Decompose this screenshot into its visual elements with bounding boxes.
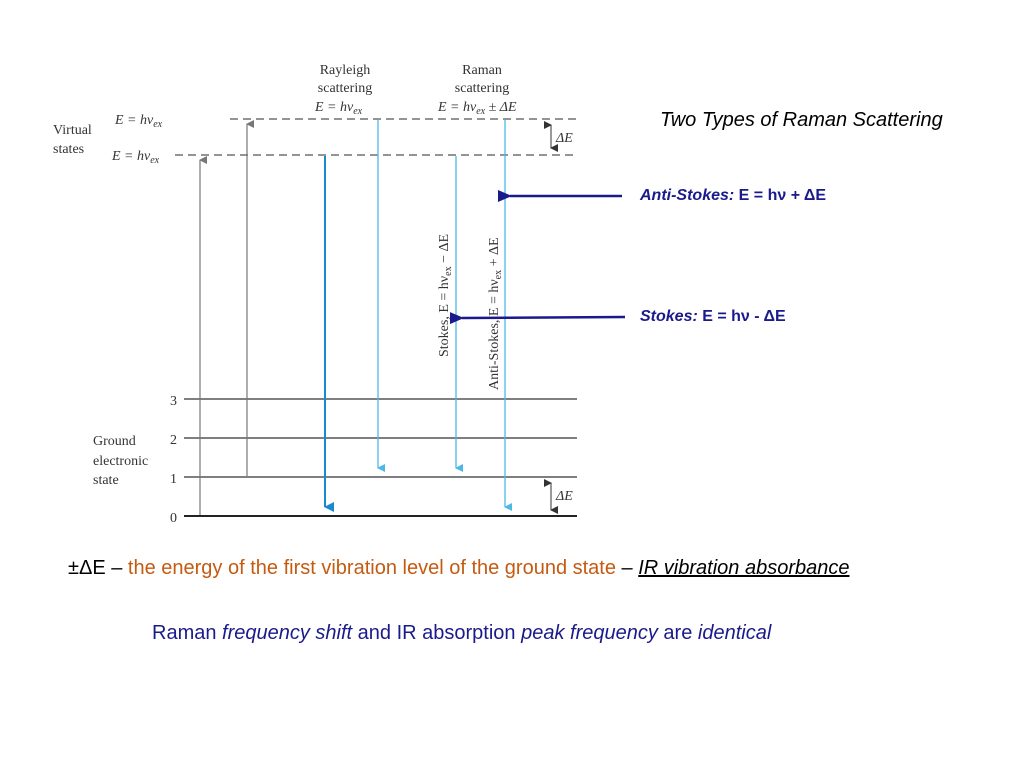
virtual-states-label-line2: states [53,142,84,157]
raman-ir-note-a: Raman [152,622,223,644]
slide-title: Two Types of Raman Scattering [660,109,943,131]
stokes-annotation: Stokes: E = hν - ΔE [640,308,786,326]
raman-ir-note-b: frequency shift [222,622,353,644]
level-number-1: 1 [170,472,177,487]
stokes-pointer-arrow [449,312,626,325]
ground-state-label-line2: electronic [93,454,148,469]
delta-e-top-label: ΔE [555,131,573,146]
raman-ir-note-e: are [657,622,698,644]
delta-e-note-ir: IR vibration absorbance [638,557,850,579]
stokes-annotation-label: Stokes: [640,308,698,325]
level-number-2: 2 [170,433,177,448]
energy-label-lower: E = hνex [111,149,160,166]
header-rayleigh-line1: Rayleigh [320,63,371,78]
raman-ir-note: Raman frequency shift and IR absorption … [152,622,771,645]
anti-stokes-annotation: Anti-Stokes: E = hν + ΔE [640,187,826,205]
anti-stokes-annotation-formula: E = hν + ΔE [734,187,827,204]
delta-e-bottom-label: ΔE [555,489,573,504]
ground-state-label-line3: state [93,473,119,488]
virtual-states-label-line1: Virtual [53,123,92,138]
raman-ir-note-f: identical [697,622,772,644]
level-number-0: 0 [170,511,177,526]
delta-e-note-prefix: ±ΔE – [68,557,128,579]
level-number-3: 3 [170,394,177,409]
delta-e-note-dash: – [616,557,639,579]
ground-state-label-line1: Ground [93,434,136,449]
header-rayleigh-formula: E = hνex [314,100,363,117]
raman-ir-note-d: peak frequency [521,622,658,644]
antistokes-vertical-label: Anti-Stokes, E = hνex + ΔE [487,237,504,390]
stokes-annotation-formula: E = hν - ΔE [697,308,786,325]
delta-e-note-definition: the energy of the first vibration level … [127,557,616,579]
header-rayleigh-line2: scattering [318,81,372,96]
stokes-vertical-label: Stokes, E = hνex − ΔE [437,234,454,357]
header-raman-line2: scattering [455,81,509,96]
anti-stokes-annotation-label: Anti-Stokes: [640,187,735,204]
raman-ir-note-c: and IR absorption [352,622,522,644]
header-raman-line1: Raman [462,63,502,78]
delta-e-note: ±ΔE – the energy of the first vibration … [68,557,849,580]
header-raman-formula: E = hνex ± ΔE [437,100,517,117]
energy-label-upper: E = hνex [114,113,163,130]
